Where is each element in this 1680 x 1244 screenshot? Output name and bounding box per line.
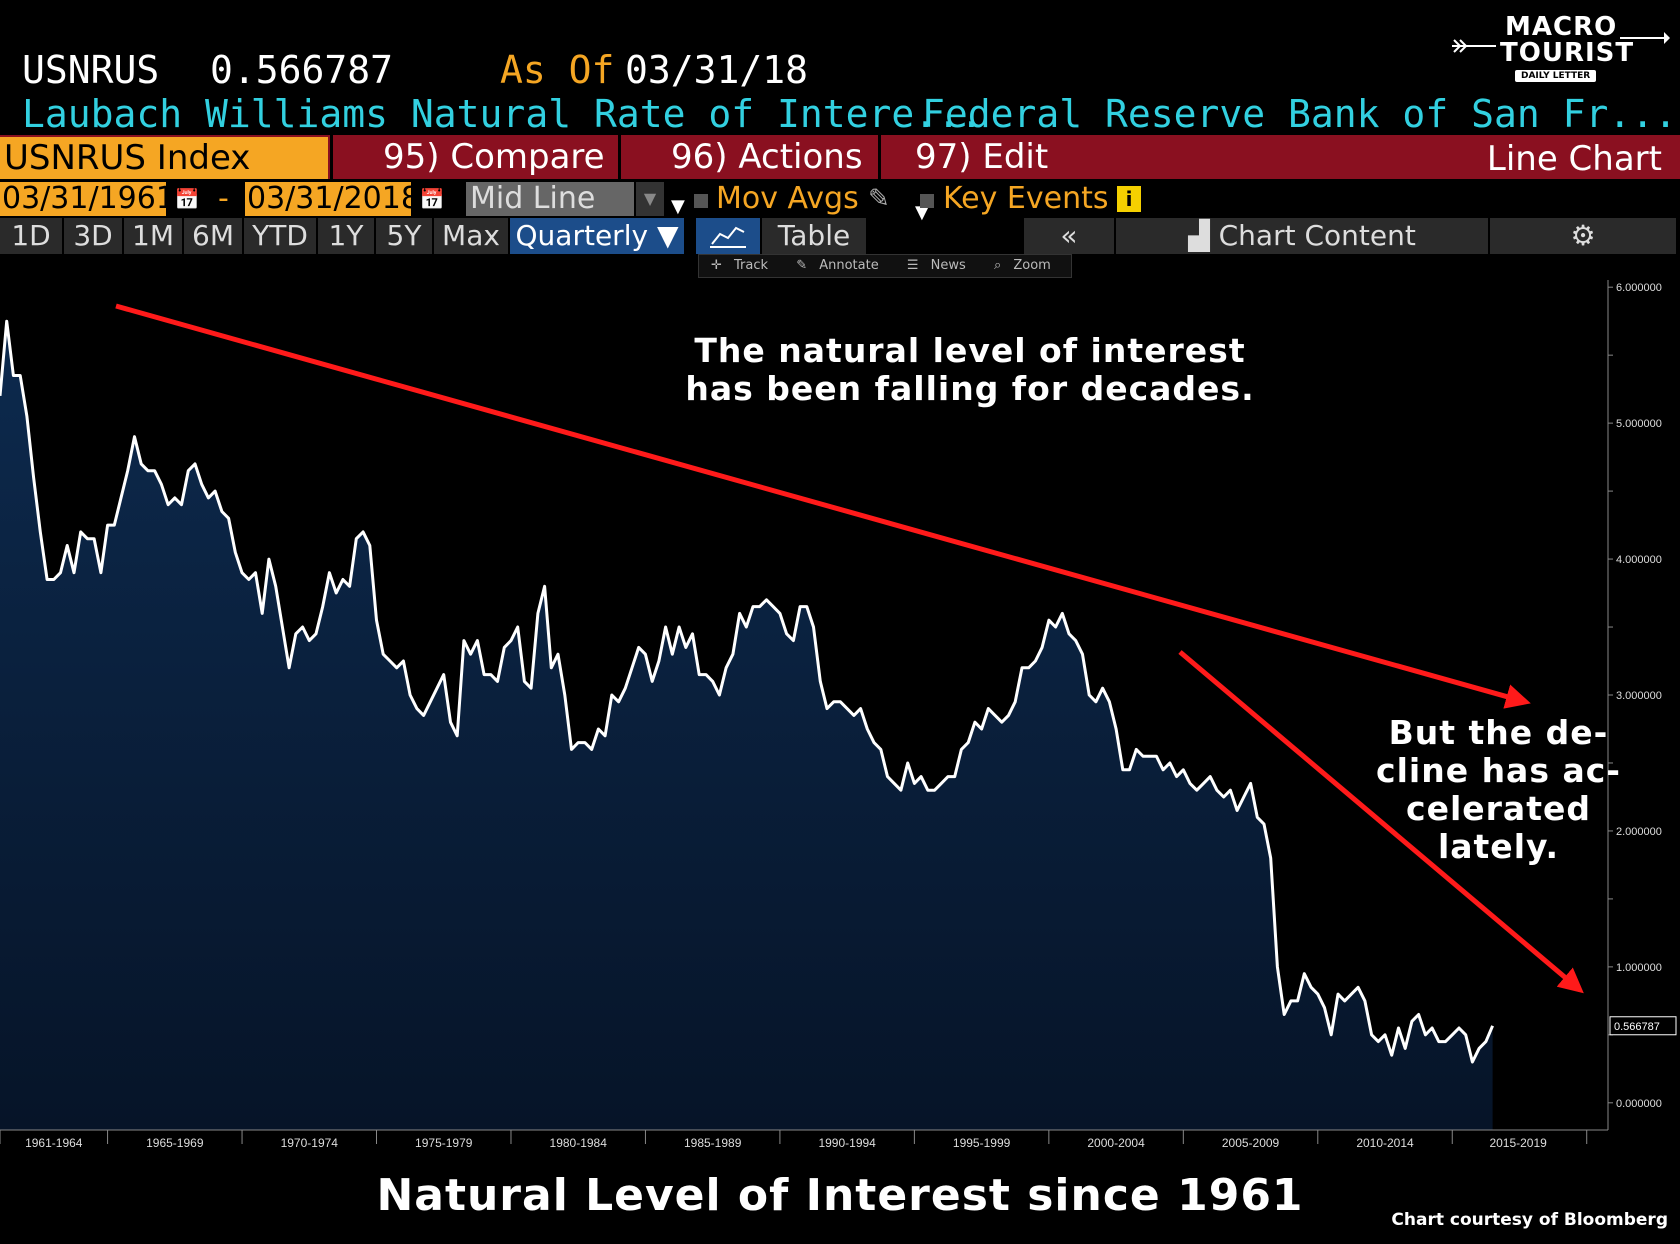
annotate-label: Annotate (819, 258, 879, 273)
function-bar: USNRUS Index 95) Compare 96) Actions ▼ 9… (0, 135, 1680, 223)
line-style-select[interactable]: Mid Line (466, 182, 634, 216)
y-tick-label: 3.000000 (1616, 690, 1662, 702)
logo-line2: TOURIST (1500, 38, 1635, 68)
frequency-select[interactable]: Quarterly ▼ (510, 218, 684, 254)
x-tick-label: 2010-2014 (1356, 1136, 1414, 1150)
chevron-down-icon: ▼ (671, 196, 685, 217)
figure-credit: Chart courtesy of Bloomberg (1391, 1210, 1668, 1230)
current-value: 0.566787 (210, 48, 394, 92)
annotation-top-line2: has been falling for decades. (685, 369, 1255, 408)
zoom-tool[interactable]: ⌕ Zoom (993, 258, 1051, 273)
figure-caption: Natural Level of Interest since 1961 (376, 1170, 1304, 1221)
tab-ytd[interactable]: YTD (244, 218, 316, 254)
actions-button[interactable]: 96) Actions ▼ (618, 135, 880, 217)
x-tick-label: 1961-1964 (25, 1136, 83, 1150)
index-source: Federal Reserve Bank of San Fr... (922, 92, 1677, 136)
table-button[interactable]: Table (762, 218, 866, 254)
tab-max[interactable]: Max (434, 218, 508, 254)
tab-6m[interactable]: 6M (184, 218, 242, 254)
x-tick-label: 1980-1984 (550, 1136, 608, 1150)
x-tick-label: 1965-1969 (146, 1136, 204, 1150)
annotation-right-line1: But the de- (1388, 713, 1609, 752)
chart-content-button[interactable]: ▟ Chart Content (1116, 218, 1488, 254)
y-tick-label: 6.000000 (1616, 282, 1662, 294)
x-tick-label: 2005-2009 (1222, 1136, 1280, 1150)
gear-icon[interactable]: ⚙ (1490, 218, 1676, 254)
series-area (0, 321, 1493, 1130)
trend-arrow-recent (1178, 650, 1584, 994)
tab-3d[interactable]: 3D (64, 218, 122, 254)
tab-5y[interactable]: 5Y (376, 218, 432, 254)
x-tick-label: 1990-1994 (818, 1136, 876, 1150)
as-of-label: As Of (500, 48, 615, 92)
collapse-button[interactable]: « (1024, 218, 1114, 254)
edit-label: 97) Edit (915, 137, 1049, 177)
logo-line3: DAILY LETTER (1515, 70, 1597, 82)
x-tick-label: 1985-1989 (684, 1136, 742, 1150)
calendar-icon[interactable]: 📅 (419, 187, 445, 211)
edit-button[interactable]: 97) Edit ▼ (878, 135, 1050, 223)
tab-1m[interactable]: 1M (124, 218, 182, 254)
line-chart-icon[interactable] (696, 218, 760, 254)
macro-tourist-logo: MACRO TOURIST DAILY LETTER (1450, 8, 1670, 88)
y-tick-label: 0.000000 (1616, 1098, 1662, 1110)
annotation-top-line1: The natural level of interest (694, 331, 1246, 370)
y-axis: 6.000000 5.000000 4.000000 3.000000 2.000000… (1607, 280, 1677, 1130)
calendar-icon[interactable]: 📅 (174, 187, 200, 211)
compare-button[interactable]: 95) Compare (330, 135, 620, 179)
y-tick-label: 4.000000 (1616, 554, 1662, 566)
series-line (0, 319, 1494, 1064)
tab-1y[interactable]: 1Y (318, 218, 374, 254)
annotation-right: But the de- cline has ac- celerated late… (1376, 714, 1621, 866)
track-label: Track (734, 258, 769, 273)
news-tool[interactable]: ☰ News (906, 258, 966, 273)
y-tick-label: 2.000000 (1616, 826, 1662, 838)
period-bar: 1D 3D 1M 6M YTD 1Y 5Y Max Quarterly ▼ Ta… (0, 218, 1680, 254)
key-events-label: Key Events (943, 181, 1109, 216)
x-tick-label: 1975-1979 (415, 1136, 473, 1150)
track-tool[interactable]: ✛ Track (711, 258, 769, 273)
annotate-tool[interactable]: ✎ Annotate (796, 258, 879, 273)
chart-type-label[interactable]: Line Chart (1486, 139, 1662, 179)
x-tick-label: 1995-1999 (953, 1136, 1011, 1150)
x-tick-label: 2000-2004 (1087, 1136, 1145, 1150)
y-tick-label: 1.000000 (1616, 962, 1662, 974)
logo-arrow-icon (1452, 32, 1670, 53)
line-chart: 6.000000 5.000000 4.000000 3.000000 2.000000… (0, 280, 1677, 1150)
last-value-label: 0.566787 (1614, 1021, 1660, 1033)
mov-avgs-checkbox[interactable] (694, 194, 708, 208)
annotation-top: The natural level of interest has been f… (660, 332, 1280, 408)
chevron-down-icon[interactable]: ▼ (636, 182, 664, 216)
annotation-right-line3: celerated (1406, 789, 1591, 828)
ticker: USNRUS (22, 48, 160, 92)
end-date-field[interactable]: 03/31/2018 (245, 181, 420, 216)
range-bar: 03/31/1961 📅 - 03/31/2018 📅 Mid Line ▼ M… (0, 180, 1680, 218)
index-field[interactable]: USNRUS Index (0, 137, 328, 179)
date-separator: - (218, 181, 229, 216)
last-value-box (1609, 1016, 1677, 1036)
key-events-checkbox[interactable] (920, 194, 934, 208)
x-tick-label: 2015-2019 (1489, 1136, 1547, 1150)
news-label: News (930, 258, 966, 273)
mov-avgs-label: Mov Avgs (716, 181, 859, 216)
annotation-right-line2: cline has ac- (1376, 751, 1621, 790)
bar-chart-icon: ▟ (1188, 219, 1219, 252)
x-tick-label: 1970-1974 (281, 1136, 339, 1150)
chart-tools: ✛ Track ✎ Annotate ☰ News ⌕ Zoom (698, 254, 1072, 278)
index-name: Laubach Williams Natural Rate of Intere.… (22, 92, 983, 136)
info-icon[interactable]: i (1117, 186, 1141, 212)
x-axis: 1961-1964 1965-1969 1970-1974 1975-1979 1980… (0, 1129, 1608, 1150)
annotation-right-line4: lately. (1437, 827, 1560, 866)
as-of-date: 03/31/18 (625, 48, 809, 92)
start-date-field[interactable]: 03/31/1961 (0, 181, 175, 216)
chart-content-label: Chart Content (1218, 219, 1416, 252)
pencil-icon[interactable]: ✎ (868, 184, 890, 214)
y-tick-label: 5.000000 (1616, 418, 1662, 430)
tab-1d[interactable]: 1D (0, 218, 62, 254)
trend-arrow-long (115, 303, 1531, 709)
zoom-label: Zoom (1013, 258, 1051, 273)
logo-line1: MACRO (1505, 12, 1618, 42)
actions-label: 96) Actions (671, 137, 863, 177)
